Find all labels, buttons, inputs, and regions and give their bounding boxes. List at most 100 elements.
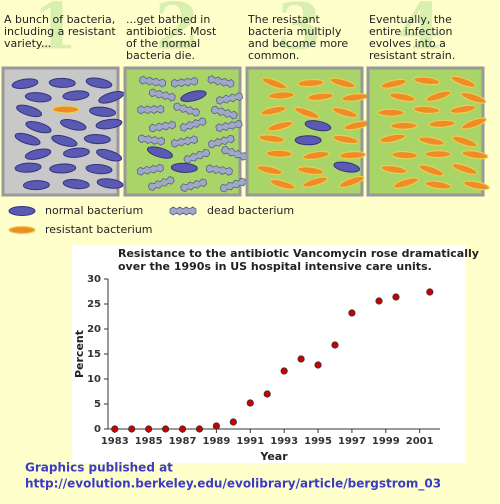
panel-caption: ...get bathed in [126, 13, 210, 26]
panel-number: 1 [33, 0, 78, 65]
panel-number: 4 [398, 0, 443, 65]
resistant-bacterium [460, 91, 487, 104]
resistant-bacterium [413, 105, 441, 115]
dead-bacterium [207, 134, 235, 149]
resistant-bacterium [296, 166, 324, 176]
resistant-bacterium [338, 175, 365, 188]
x-tick-label: 1999 [372, 436, 400, 447]
resistant-bacterium [418, 164, 445, 177]
resistant-bacterium [392, 177, 419, 189]
dead-bacterium [136, 163, 164, 176]
dead-bacterium [215, 119, 243, 133]
normal-bacterium [11, 78, 39, 90]
chart-background [72, 245, 466, 463]
normal-bacterium [16, 104, 43, 118]
normal-bacterium [170, 162, 198, 173]
data-point [246, 399, 254, 407]
data-point [348, 309, 356, 317]
normal-bacterium [62, 90, 90, 101]
resistant-bacterium [293, 106, 320, 120]
resistant-bacterium [451, 163, 478, 175]
dead-bacterium [173, 102, 201, 117]
y-tick-label: 25 [87, 299, 101, 310]
resistant-bacterium [380, 164, 408, 175]
panel-caption: and become more [248, 37, 348, 50]
panel-caption: Eventually, the [369, 13, 452, 26]
x-tick-label: 1991 [236, 436, 264, 447]
resistant-bacterium [267, 91, 295, 100]
normal-bacterium [83, 134, 111, 145]
data-point [111, 425, 119, 433]
normal-bacterium [96, 148, 123, 162]
panel [123, 66, 242, 197]
normal-bacterium [49, 163, 77, 174]
resistant-bacterium [390, 121, 418, 130]
resistant-bacterium [258, 134, 286, 144]
normal-bacterium [60, 119, 87, 131]
resistant-bacterium [256, 165, 283, 176]
normal-bacterium [63, 147, 90, 158]
y-tick-label: 20 [87, 324, 101, 335]
data-point [392, 293, 400, 301]
footer-text: http://evolution.berkeley.edu/evolibrary… [25, 477, 441, 492]
panel-caption: common. [248, 49, 299, 62]
normal-bacterium [180, 90, 207, 102]
resistant-bacterium [266, 120, 294, 132]
normal-bacterium [22, 180, 50, 191]
resistant-bacterium [451, 135, 478, 148]
panel-caption: bacteria die. [126, 49, 195, 62]
resistant-bacterium [389, 92, 416, 103]
resistant-bacterium [302, 176, 329, 188]
resistant-bacterium [425, 90, 452, 102]
resistant-bacterium [306, 92, 334, 102]
normal-bacterium [304, 120, 332, 132]
resistant-bacterium [265, 149, 293, 158]
data-point [178, 425, 187, 433]
normal-bacterium [24, 148, 52, 160]
normal-bacterium [96, 178, 124, 189]
data-point [331, 341, 339, 349]
resistant-bacterium [380, 78, 407, 89]
x-tick-label: 1995 [304, 436, 332, 447]
y-tick-label: 10 [87, 374, 101, 385]
normal-bacterium [25, 120, 52, 134]
x-tick-label: 1993 [270, 436, 298, 447]
panel-caption: resistant strain. [369, 49, 455, 62]
resistant-bacterium [8, 225, 36, 235]
panel-caption: The resistant [247, 13, 321, 26]
dead-bacterium [137, 134, 166, 146]
resistant-bacterium [297, 78, 325, 88]
dead-bacterium [207, 75, 235, 88]
normal-bacterium [294, 135, 322, 146]
resistant-bacterium [428, 119, 456, 128]
resistant-bacterium [329, 77, 356, 89]
resistant-bacterium [449, 104, 477, 114]
y-tick-label: 5 [94, 399, 101, 410]
resistant-bacterium [424, 150, 452, 159]
panel-caption: of the normal [126, 37, 200, 50]
normal-bacterium [85, 77, 113, 89]
x-tick-label: 1983 [101, 436, 129, 447]
panel-number: 3 [277, 0, 322, 65]
dead-bacterium [183, 148, 211, 164]
panel [245, 66, 364, 197]
resistant-bacterium [338, 150, 366, 160]
normal-bacterium [333, 161, 361, 173]
normal-bacterium [85, 164, 113, 175]
dead-bacterium [170, 135, 199, 148]
data-point [161, 425, 170, 433]
resistant-bacterium [418, 136, 445, 146]
x-tick-label: 1997 [338, 436, 366, 447]
panel-caption: variety... [4, 37, 51, 50]
data-point [229, 418, 237, 426]
panel-caption: evolves into a [369, 37, 446, 50]
resistant-bacterium [269, 178, 296, 190]
panel-caption: bacteria multiply [248, 25, 342, 38]
normal-bacterium [14, 132, 41, 146]
resistant-bacterium [413, 76, 441, 86]
resistant-bacterium [377, 108, 405, 117]
data-point [212, 422, 221, 430]
data-point [128, 425, 136, 433]
resistant-bacterium [52, 105, 80, 114]
